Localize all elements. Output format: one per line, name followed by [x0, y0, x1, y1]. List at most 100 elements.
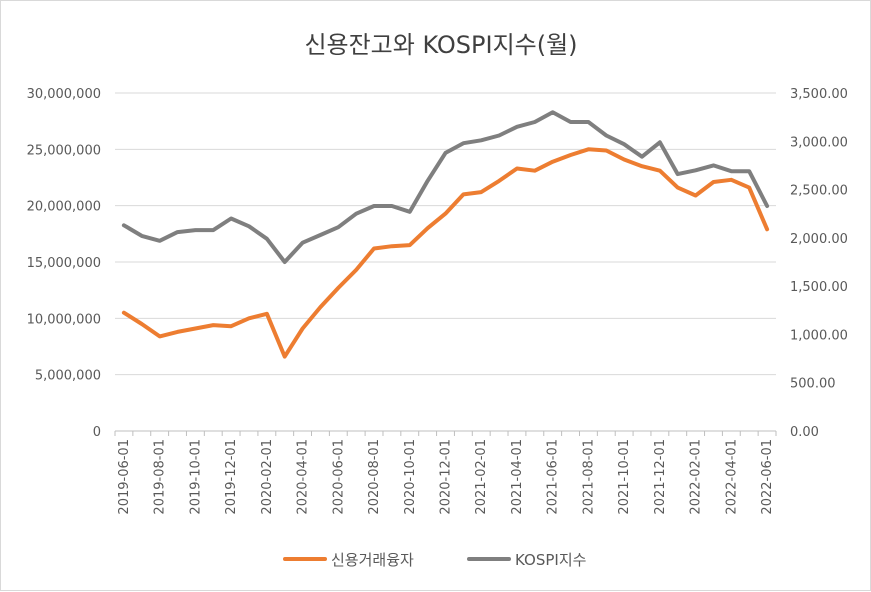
data-point [265, 237, 269, 241]
data-point [318, 233, 322, 237]
y-right-tick-label: 0.00 [790, 425, 819, 440]
data-point [247, 316, 251, 320]
data-point [193, 326, 197, 330]
y-right-tick-label: 1,500.00 [790, 280, 848, 295]
data-point [247, 224, 251, 228]
data-point [586, 120, 590, 124]
axes: 0 5,000,000 10,000,000 15,000,000 20,000,000… [27, 87, 848, 515]
data-point [694, 168, 698, 172]
x-tick-label: 2020-12-01 [439, 439, 454, 515]
x-tick-label: 2019-10-01 [188, 439, 203, 515]
data-point [158, 334, 162, 338]
data-point [176, 330, 180, 334]
data-point [658, 169, 662, 173]
data-point [711, 180, 715, 184]
x-tick-label: 2020-10-01 [403, 439, 418, 515]
data-point [408, 210, 412, 214]
y-left-tick-label: 20,000,000 [27, 200, 101, 215]
data-point [479, 190, 483, 194]
x-tick-label: 2019-08-01 [153, 439, 168, 515]
data-point [622, 142, 626, 146]
x-tick-label: 2021-12-01 [653, 439, 668, 515]
data-point [533, 120, 537, 124]
data-point [408, 243, 412, 247]
data-point [158, 239, 162, 243]
x-tick-label: 2022-02-01 [689, 439, 704, 515]
y-right-tick-label: 3,500.00 [790, 87, 848, 102]
legend-item-1[interactable]: 신용거래융자 [283, 551, 414, 569]
data-point [640, 164, 644, 168]
data-point [372, 204, 376, 208]
data-point [354, 268, 358, 272]
data-point [265, 312, 269, 316]
data-point [461, 141, 465, 145]
y-right-tick-label: 1,000.00 [790, 328, 848, 343]
data-point [765, 204, 769, 208]
data-point [176, 230, 180, 234]
x-tick-label: 2022-04-01 [724, 439, 739, 515]
y-left-tick-label: 25,000,000 [27, 143, 101, 158]
data-point [372, 246, 376, 250]
data-point [640, 155, 644, 159]
data-point [497, 133, 501, 137]
data-point [193, 228, 197, 232]
data-point [122, 311, 126, 315]
data-point [569, 153, 573, 157]
data-point [301, 241, 305, 245]
data-point [604, 148, 608, 152]
x-tick-label: 2021-06-01 [546, 439, 561, 515]
data-point [676, 172, 680, 176]
data-point [390, 244, 394, 248]
data-point [711, 163, 715, 167]
data-point [426, 179, 430, 183]
data-point [551, 160, 555, 164]
data-point [390, 204, 394, 208]
y-left-tick-label: 10,000,000 [27, 312, 101, 327]
x-tick-label: 2020-02-01 [260, 439, 275, 515]
x-tick-label: 2020-06-01 [331, 439, 346, 515]
data-point [622, 157, 626, 161]
data-point [586, 147, 590, 151]
data-point [426, 226, 430, 230]
data-point [515, 125, 519, 129]
legend[interactable]: 신용거래융자 KOSPI지수 [283, 551, 586, 569]
x-tick-label: 2019-06-01 [117, 439, 132, 515]
y-right-tick-label: 2,500.00 [790, 184, 848, 199]
x-tick-label: 2019-12-01 [224, 439, 239, 515]
data-point [444, 151, 448, 155]
legend-label: KOSPI지수 [515, 551, 586, 569]
data-point [229, 217, 233, 221]
data-point [729, 178, 733, 182]
data-point [658, 140, 662, 144]
data-point [515, 166, 519, 170]
y-left-tick-label: 0 [93, 425, 101, 440]
data-point [497, 179, 501, 183]
y-left-tick-label: 5,000,000 [35, 369, 101, 384]
data-point [229, 324, 233, 328]
data-point [765, 227, 769, 231]
data-point [694, 194, 698, 198]
data-point [747, 186, 751, 190]
data-point [336, 286, 340, 290]
y-right-tick-label: 3,000.00 [790, 135, 848, 150]
legend-item-2[interactable]: KOSPI지수 [467, 551, 586, 569]
data-point [444, 212, 448, 216]
series-line-2 [121, 110, 770, 264]
data-point [301, 326, 305, 330]
y-left-tick-label: 30,000,000 [27, 87, 101, 102]
data-point [318, 305, 322, 309]
x-tick-label: 2020-08-01 [367, 439, 382, 515]
data-point [336, 225, 340, 229]
series-line-1 [121, 147, 770, 359]
data-point [533, 169, 537, 173]
data-point [211, 228, 215, 232]
legend-label: 신용거래융자 [331, 551, 414, 569]
y-left-tick-label: 15,000,000 [27, 256, 101, 271]
gridlines [115, 92, 776, 432]
x-tick-label: 2020-04-01 [296, 439, 311, 515]
data-point [354, 212, 358, 216]
data-point [283, 355, 287, 359]
data-point [604, 133, 608, 137]
x-tick-label: 2021-02-01 [474, 439, 489, 515]
